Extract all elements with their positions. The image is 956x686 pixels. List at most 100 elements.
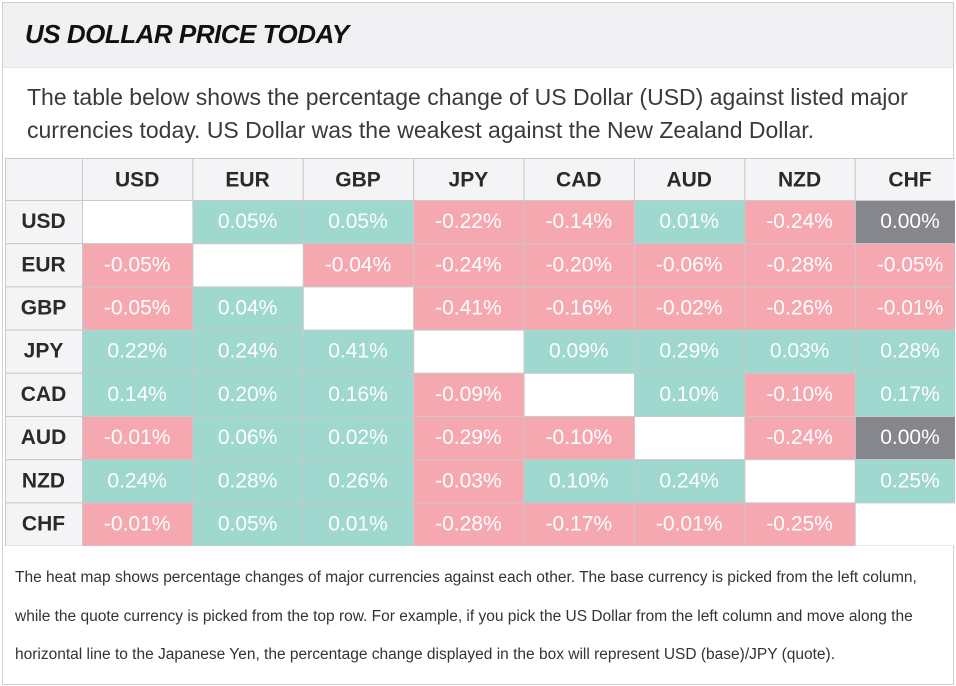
row-header-chf: CHF [22,513,65,536]
cell-value-eur-gbp: -0.04% [325,253,392,276]
cell-value-gbp-aud: -0.02% [656,297,723,320]
cell-value-cad-nzd: -0.10% [766,383,833,406]
heatmap-cell [82,416,194,461]
cell-value-eur-usd: -0.05% [104,253,171,276]
cell-value-nzd-cad: 0.10% [549,469,609,492]
heatmap-cell [192,372,304,418]
row-header-jpy: JPY [24,340,64,363]
heatmap-cell [744,243,856,288]
cell-value-nzd-usd: 0.24% [107,469,167,492]
heatmap-cell [854,502,955,546]
cell-value-usd-nzd: -0.24% [766,210,833,233]
row-header-cell [5,286,83,331]
cell-value-aud-usd: -0.01% [104,426,171,449]
row-header-gbp: GBP [21,297,67,320]
cell-value-chf-usd: -0.01% [104,513,171,536]
heatmap-cell [192,286,304,331]
heatmap-cell [413,416,525,461]
cell-value-cad-jpy: -0.09% [435,383,502,406]
cell-value-usd-aud: 0.01% [659,210,719,233]
cell-value-cad-eur: 0.20% [218,383,278,406]
row-header-cell [5,372,83,418]
heatmap-cell [302,329,415,374]
heatmap-cell [523,372,635,418]
cell-value-nzd-eur: 0.28% [218,469,278,492]
cell-value-jpy-gbp: 0.41% [328,340,388,363]
column-header-usd: USD [115,169,159,192]
heatmap-cell [854,286,955,331]
heatmap-cell [744,200,856,245]
column-header-cell [634,158,746,201]
heatmap-cell [192,243,304,288]
cell-value-aud-eur: 0.06% [218,426,278,449]
heatmap-cell [744,502,856,546]
heatmap-cell [413,459,525,504]
column-header-chf: CHF [888,169,931,192]
cell-value-aud-cad: -0.10% [546,426,613,449]
heatmap-cell [82,502,194,546]
cell-value-jpy-cad: 0.09% [549,340,609,363]
cell-value-cad-aud: 0.10% [659,383,719,406]
corner-cell [5,158,83,201]
title-bar: US DOLLAR PRICE TODAY [3,3,953,68]
cell-value-eur-nzd: -0.28% [766,253,833,276]
cell-value-eur-jpy: -0.24% [435,253,502,276]
heatmap-cell [82,459,194,504]
cell-value-chf-eur: 0.05% [218,513,278,536]
heatmap-cell [413,372,525,418]
page-title: US DOLLAR PRICE TODAY [25,19,349,49]
heatmap-cell [523,502,635,546]
cell-value-chf-nzd: -0.25% [766,513,833,536]
cell-value-nzd-gbp: 0.26% [328,469,388,492]
cell-value-gbp-cad: -0.16% [546,297,613,320]
cell-value-cad-gbp: 0.16% [328,383,388,406]
column-header-cell [302,158,415,201]
column-header-jpy: JPY [449,169,489,192]
heatmap-cell [744,329,856,374]
heatmap-cell [302,502,415,546]
column-header-cell [192,158,304,201]
heatmap-cell [744,372,856,418]
heatmap-cell [523,243,635,288]
column-header-cad: CAD [556,169,602,192]
heatmap-cell [192,416,304,461]
heatmap-cell [634,502,746,546]
column-header-gbp: GBP [335,169,381,192]
row-header-aud: AUD [21,426,67,449]
heatmap-cell [192,200,304,245]
heatmap-container: USD EUR GBP JPY CAD AUD NZD CHF USD 0.05% 0.05% -0.… [5,158,955,546]
cell-value-usd-gbp: 0.05% [328,210,388,233]
heatmap-cell [413,502,525,546]
row-header-cell [5,502,83,546]
column-header-eur: EUR [225,169,269,192]
cell-value-jpy-usd: 0.22% [107,340,167,363]
cell-value-eur-aud: -0.06% [656,253,723,276]
cell-value-gbp-nzd: -0.26% [766,297,833,320]
intro-text: The table below shows the percentage cha… [27,84,908,143]
heatmap-cell [523,329,635,374]
cell-value-gbp-eur: 0.04% [218,297,278,320]
heatmap-cell [634,416,746,461]
row-header-eur: EUR [21,253,65,276]
cell-value-jpy-nzd: 0.03% [770,340,830,363]
heatmap-cell [854,329,955,374]
heatmap-cell [854,372,955,418]
heatmap-cell [854,416,955,461]
row-header-cad: CAD [21,383,67,406]
heatmap-cell [302,416,415,461]
heatmap-cell [854,459,955,504]
cell-value-jpy-chf: 0.28% [880,340,940,363]
row-header-usd: USD [21,210,65,233]
cell-value-gbp-chf: -0.01% [877,297,944,320]
cell-value-jpy-aud: 0.29% [659,340,719,363]
heatmap-cell [523,286,635,331]
cell-value-chf-jpy: -0.28% [435,513,502,536]
heatmap-cell [854,200,955,245]
cell-value-chf-aud: -0.01% [656,513,723,536]
heatmap-cell [744,416,856,461]
heatmap-cell [523,459,635,504]
cell-value-cad-usd: 0.14% [107,383,167,406]
cell-value-chf-cad: -0.17% [546,513,613,536]
column-header-cell [82,158,194,201]
currency-heatmap: USD EUR GBP JPY CAD AUD NZD CHF USD 0.05% 0.05% -0.… [5,158,955,546]
